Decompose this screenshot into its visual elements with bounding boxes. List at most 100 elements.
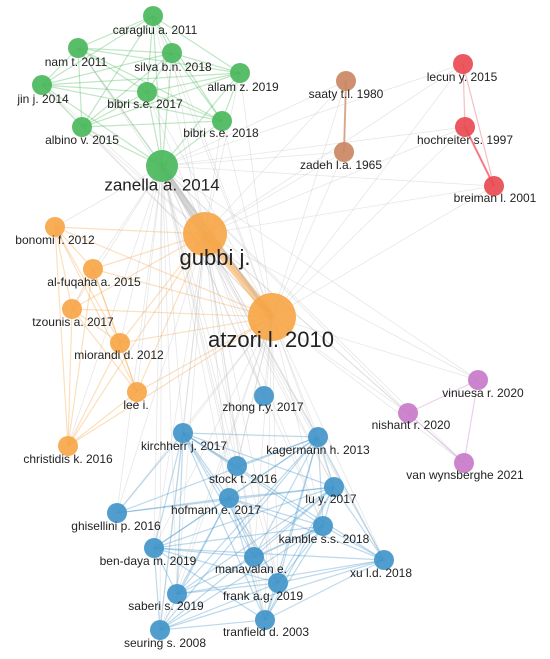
edge xyxy=(161,165,255,558)
edge xyxy=(67,165,163,447)
node-label: silva b.n. 2018 xyxy=(134,60,212,74)
edge xyxy=(228,497,255,558)
node-label: caragliu a. 2011 xyxy=(113,23,198,37)
node-label: allam z. 2019 xyxy=(207,80,279,94)
node-label: zhong r.y. 2017 xyxy=(222,400,303,414)
edge xyxy=(317,436,324,527)
edge xyxy=(81,52,173,128)
edge xyxy=(228,497,385,561)
node xyxy=(227,456,247,476)
edge xyxy=(182,432,266,621)
edge xyxy=(161,52,173,167)
edge xyxy=(176,582,279,595)
edge xyxy=(54,226,138,393)
edge xyxy=(277,436,319,584)
node-label: frank a.g. 2019 xyxy=(223,589,303,603)
edge xyxy=(271,316,465,464)
node-label: jin j. 2014 xyxy=(16,92,69,106)
edge xyxy=(277,525,324,584)
node-label: zadeh l.a. 1965 xyxy=(300,158,382,172)
node xyxy=(308,427,328,447)
edge xyxy=(153,497,230,549)
edge xyxy=(136,233,206,393)
edge xyxy=(67,308,73,447)
node xyxy=(313,516,333,536)
edge xyxy=(171,52,241,74)
edge xyxy=(54,226,206,235)
node xyxy=(219,488,239,508)
edge xyxy=(464,126,495,187)
node-label: manavalan e. xyxy=(215,562,287,576)
edge xyxy=(153,547,385,561)
edge xyxy=(67,233,206,447)
node-label: hofmann e. 2017 xyxy=(171,503,261,517)
edge xyxy=(271,126,466,318)
edge xyxy=(159,619,266,631)
edge xyxy=(81,126,273,318)
node-label: ben-daya m. 2019 xyxy=(100,554,197,568)
edge xyxy=(176,486,335,595)
node-label: tranfield d. 2003 xyxy=(223,625,309,639)
edge xyxy=(271,316,324,527)
edge xyxy=(463,379,479,464)
edge xyxy=(182,432,230,499)
edge xyxy=(153,547,279,584)
edge xyxy=(153,547,266,621)
node xyxy=(484,176,504,196)
edge xyxy=(116,233,206,514)
edge xyxy=(41,72,241,86)
edge xyxy=(77,47,163,167)
node xyxy=(167,584,187,604)
edge xyxy=(161,126,466,167)
edge xyxy=(407,412,465,464)
node xyxy=(58,436,78,456)
node-label: nam t. 2011 xyxy=(45,55,108,69)
node-label: lu y. 2017 xyxy=(305,492,356,506)
node xyxy=(398,403,418,423)
edge xyxy=(161,165,178,595)
edge xyxy=(67,316,273,447)
node xyxy=(137,82,157,102)
edge xyxy=(71,308,273,318)
edge xyxy=(176,432,184,595)
edge xyxy=(116,432,184,514)
edge xyxy=(77,47,148,93)
edge xyxy=(54,165,163,228)
edge xyxy=(161,165,238,467)
edge xyxy=(41,84,163,167)
node-label: atzori l. 2010 xyxy=(208,327,334,352)
edge xyxy=(271,151,345,318)
edge xyxy=(236,316,273,467)
edge xyxy=(176,436,319,595)
edge xyxy=(176,497,230,595)
edge xyxy=(271,63,464,318)
node xyxy=(255,610,275,630)
node-label: vinuesa r. 2020 xyxy=(442,386,524,400)
edge xyxy=(264,316,273,621)
edge xyxy=(152,15,223,122)
edge xyxy=(253,436,319,558)
node-label: breiman l. 2001 xyxy=(454,191,537,205)
edge xyxy=(271,316,409,414)
edge xyxy=(146,91,223,122)
edge xyxy=(92,165,163,270)
node xyxy=(336,71,356,91)
edge xyxy=(204,233,465,464)
edge xyxy=(153,547,161,631)
edge xyxy=(182,432,238,467)
edge xyxy=(253,316,273,558)
edge xyxy=(152,15,163,167)
edge xyxy=(176,316,273,595)
edge xyxy=(54,226,273,318)
node xyxy=(268,573,288,593)
node-label: kirchherr j. 2017 xyxy=(141,439,227,453)
edge xyxy=(159,316,273,631)
node xyxy=(324,477,344,497)
edge xyxy=(182,432,319,438)
node xyxy=(248,293,296,341)
edge xyxy=(264,486,335,621)
node xyxy=(455,117,475,137)
edge xyxy=(153,165,163,549)
node xyxy=(146,150,178,182)
edge xyxy=(159,432,184,631)
